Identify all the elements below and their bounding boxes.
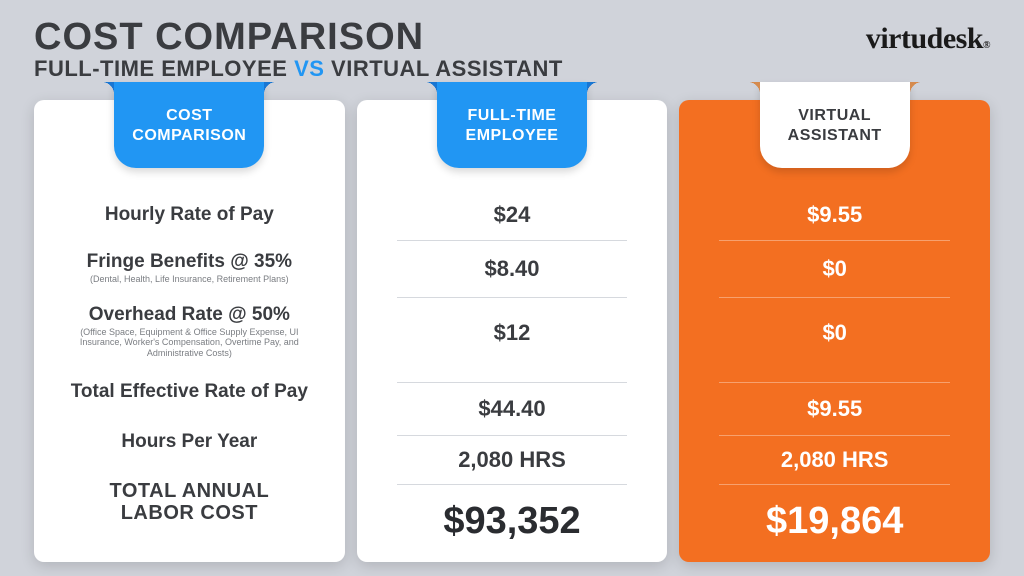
value-text: $8.40 <box>484 256 539 282</box>
va-overhead: $0 <box>703 298 966 368</box>
row-label-overhead: Overhead Rate @ 50% (Office Space, Equip… <box>58 296 321 366</box>
value-text: $44.40 <box>478 396 545 422</box>
value-text: $9.55 <box>807 396 862 422</box>
label-text: Overhead Rate @ 50% <box>89 304 290 326</box>
label-text: Hourly Rate of Pay <box>105 204 274 226</box>
value-text: $12 <box>494 320 531 346</box>
title-block: COST COMPARISON FULL-TIME EMPLOYEE VS VI… <box>34 18 563 80</box>
label-subtext: (Dental, Health, Life Insurance, Retirem… <box>90 274 289 284</box>
tab-label: FULL-TIME EMPLOYEE <box>466 106 559 146</box>
row-label-total: TOTAL ANNUAL LABOR COST <box>58 466 321 538</box>
page-title: COST COMPARISON <box>34 18 563 56</box>
page-subtitle: FULL-TIME EMPLOYEE VS VIRTUAL ASSISTANT <box>34 58 563 80</box>
brand-logo: virtudesk® <box>866 22 990 56</box>
fte-fringe: $8.40 <box>381 241 644 297</box>
fte-hourly: $24 <box>381 190 644 240</box>
brand-logo-text: virtudesk <box>866 22 983 55</box>
fte-overhead: $12 <box>381 298 644 368</box>
fte-total: $93,352 <box>381 485 644 557</box>
panel-fulltime: FULL-TIME EMPLOYEE $24 $8.40 $12 $44.40 … <box>357 100 668 562</box>
tab-label: VIRTUAL ASSISTANT <box>788 106 882 146</box>
divider-gap <box>397 368 628 382</box>
fte-rows: $24 $8.40 $12 $44.40 2,080 HRS $93,352 <box>357 190 668 569</box>
comparison-panels: COST COMPARISON Hourly Rate of Pay Fring… <box>34 100 990 562</box>
value-text: $19,864 <box>766 500 903 543</box>
va-rows: $9.55 $0 $0 $9.55 2,080 HRS $19,864 <box>679 190 990 569</box>
panel-labels: COST COMPARISON Hourly Rate of Pay Fring… <box>34 100 345 562</box>
row-label-effective: Total Effective Rate of Pay <box>58 366 321 418</box>
row-label-hourly: Hourly Rate of Pay <box>58 190 321 240</box>
subtitle-vs: VS <box>294 56 324 81</box>
tab-label: COST COMPARISON <box>132 106 246 146</box>
subtitle-right: VIRTUAL ASSISTANT <box>324 56 562 81</box>
va-effective: $9.55 <box>703 383 966 435</box>
value-text: 2,080 HRS <box>458 447 566 473</box>
label-text: TOTAL ANNUAL LABOR COST <box>109 480 269 524</box>
tab-virtual-assistant: VIRTUAL ASSISTANT <box>760 82 910 168</box>
header: COST COMPARISON FULL-TIME EMPLOYEE VS VI… <box>34 18 990 80</box>
label-rows: Hourly Rate of Pay Fringe Benefits @ 35%… <box>34 190 345 562</box>
va-fringe: $0 <box>703 241 966 297</box>
value-text: $0 <box>822 256 846 282</box>
label-subtext: (Office Space, Equipment & Office Supply… <box>59 327 319 358</box>
value-text: $24 <box>494 202 531 228</box>
value-text: $93,352 <box>443 500 580 543</box>
divider-gap <box>719 368 950 382</box>
label-text: Fringe Benefits @ 35% <box>87 251 292 273</box>
value-text: $9.55 <box>807 202 862 228</box>
label-text: Hours Per Year <box>121 431 257 453</box>
value-text: $0 <box>822 320 846 346</box>
tab-fulltime: FULL-TIME EMPLOYEE <box>437 82 587 168</box>
panel-virtual-assistant: VIRTUAL ASSISTANT $9.55 $0 $0 $9.55 2,08… <box>679 100 990 562</box>
brand-logo-dot: ® <box>983 40 990 51</box>
subtitle-left: FULL-TIME EMPLOYEE <box>34 56 294 81</box>
row-label-hours: Hours Per Year <box>58 418 321 466</box>
va-total: $19,864 <box>703 485 966 557</box>
fte-hours: 2,080 HRS <box>381 436 644 484</box>
va-hours: 2,080 HRS <box>703 436 966 484</box>
tab-cost-comparison: COST COMPARISON <box>114 82 264 168</box>
fte-effective: $44.40 <box>381 383 644 435</box>
value-text: 2,080 HRS <box>781 447 889 473</box>
label-text: Total Effective Rate of Pay <box>71 381 308 403</box>
row-label-fringe: Fringe Benefits @ 35% (Dental, Health, L… <box>58 240 321 296</box>
va-hourly: $9.55 <box>703 190 966 240</box>
